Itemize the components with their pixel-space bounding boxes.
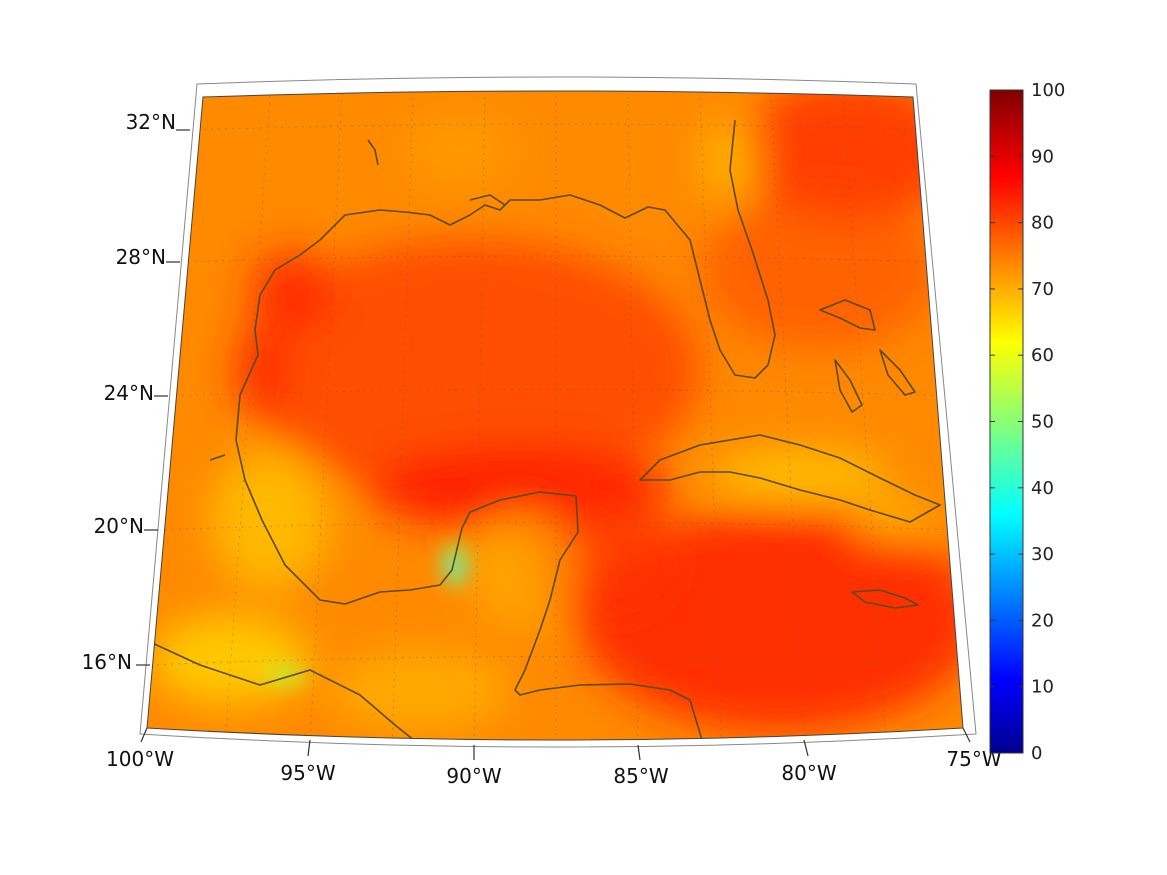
lon-label: 80°W xyxy=(781,761,836,785)
lat-label: 28°N xyxy=(116,245,166,269)
colorbar-tick-label: 100 xyxy=(1031,80,1065,101)
colorbar-ticks: 0 10 20 30 40 50 60 70 80 90 100 xyxy=(990,80,1065,764)
colorbar-tick-label: 50 xyxy=(1031,412,1054,433)
colorbar-tick-label: 30 xyxy=(1031,544,1054,565)
lon-labels: 100°W 95°W 90°W 85°W 80°W 75°W xyxy=(106,747,1002,788)
colorbar-tick-label: 60 xyxy=(1031,345,1054,366)
graticule xyxy=(149,91,963,740)
map-frame-outer xyxy=(139,76,977,748)
colorbar: 0 10 20 30 40 50 60 70 80 90 100 xyxy=(989,80,1065,764)
lat-tick-marks xyxy=(136,129,190,666)
lat-label: 20°N xyxy=(94,514,144,538)
lon-label: 95°W xyxy=(280,761,335,785)
colorbar-tick-label: 90 xyxy=(1031,146,1054,167)
colorbar-tick-label: 10 xyxy=(1031,677,1054,698)
data-field xyxy=(147,91,963,740)
colorbar-tick-label: 80 xyxy=(1031,213,1054,234)
lat-labels: 32°N 28°N 24°N 20°N 16°N xyxy=(82,110,176,674)
coastlines xyxy=(149,119,941,740)
colorbar-tick-label: 20 xyxy=(1031,610,1054,631)
lon-tick-marks xyxy=(140,727,971,761)
colorbar-gradient xyxy=(989,89,1024,754)
lon-label: 90°W xyxy=(446,764,501,788)
lat-label: 16°N xyxy=(82,650,132,674)
lon-label: 100°W xyxy=(106,747,174,771)
lat-label: 32°N xyxy=(126,110,176,134)
lat-label: 24°N xyxy=(104,381,154,405)
map-frame xyxy=(146,90,964,741)
colorbar-tick-label: 40 xyxy=(1031,478,1054,499)
lon-label: 85°W xyxy=(613,764,668,788)
colorbar-tick-label: 0 xyxy=(1031,743,1042,764)
colorbar-tick-label: 70 xyxy=(1031,279,1054,300)
